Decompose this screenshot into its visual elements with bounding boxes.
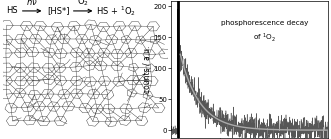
Text: $h\nu$: $h\nu$ xyxy=(26,0,38,7)
Text: HS: HS xyxy=(7,6,18,15)
Text: phosphorescence decay: phosphorescence decay xyxy=(221,20,309,26)
Text: HS + $^1$O$_2$: HS + $^1$O$_2$ xyxy=(96,4,136,18)
Text: O$_2$: O$_2$ xyxy=(77,0,89,8)
Text: of $^1$O$_2$: of $^1$O$_2$ xyxy=(254,32,277,44)
Y-axis label: counts / a.u.: counts / a.u. xyxy=(143,46,152,93)
Text: [HS*]: [HS*] xyxy=(47,6,70,15)
